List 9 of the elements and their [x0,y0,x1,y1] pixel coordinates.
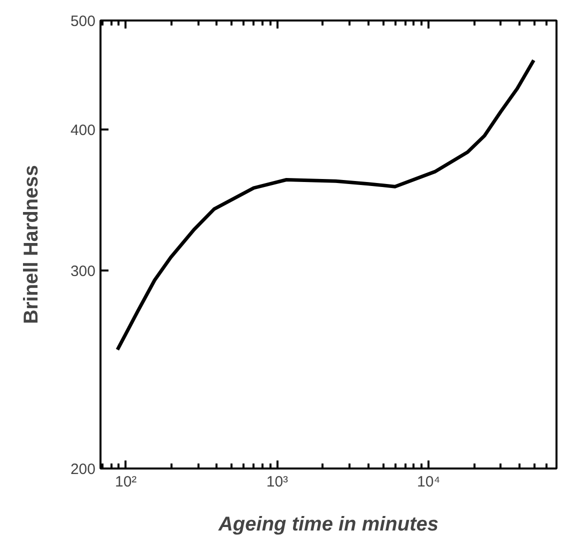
x-axis-title: Ageing time in minutes [217,514,439,536]
x-tick-label: 10³ [266,474,288,490]
y-tick-label: 300 [70,262,96,280]
y-tick-label: 200 [70,461,96,478]
y-tick-label: 400 [70,122,96,140]
y-tick-label: 500 [70,13,96,30]
x-tick-label: 10⁴ [417,474,440,490]
x-tick-label: 10² [115,474,137,490]
y-axis-title: Brinell Hardness [20,165,42,324]
